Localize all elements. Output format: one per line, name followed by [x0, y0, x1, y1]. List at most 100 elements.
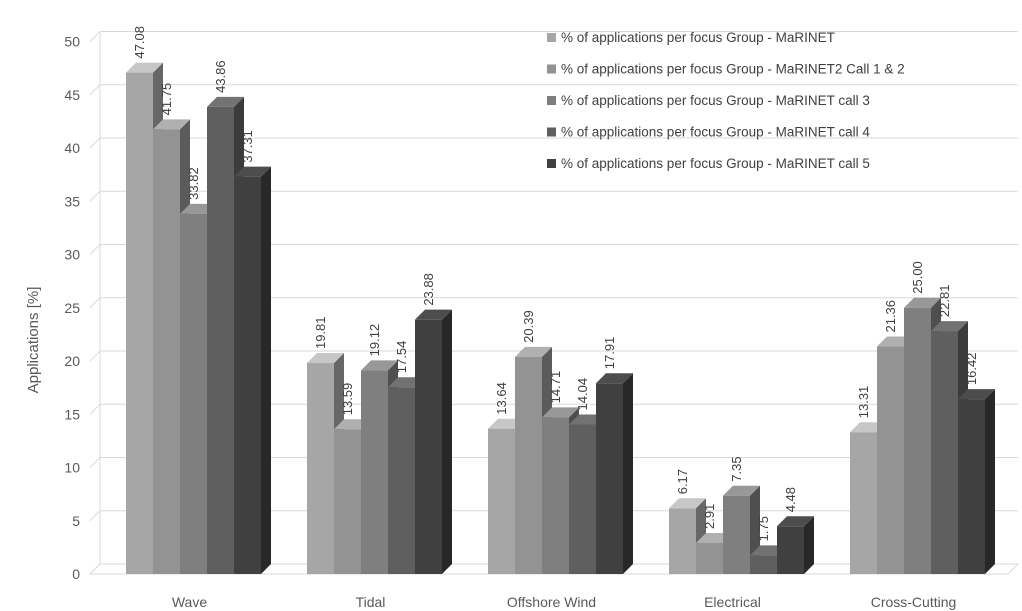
bar-front: [153, 129, 180, 575]
x-category-label: Wave: [172, 594, 207, 610]
legend-item: % of applications per focus Group - MaRI…: [547, 156, 870, 171]
bar-top: [126, 62, 163, 73]
bar-front: [958, 399, 985, 574]
bar-top: [207, 96, 244, 107]
data-label: 1.75: [756, 516, 771, 541]
data-label: 19.81: [313, 316, 328, 349]
gridline-side: [89, 244, 101, 255]
legend-swatch: [547, 159, 556, 168]
bar-front: [415, 319, 442, 574]
bar-front: [488, 428, 515, 574]
data-label: 19.12: [367, 324, 382, 357]
bar-front: [696, 543, 723, 574]
legend-label: % of applications per focus Group - MaRI…: [561, 30, 835, 45]
bar-front: [307, 363, 334, 574]
data-label: 13.59: [340, 383, 355, 416]
data-label: 7.35: [729, 456, 744, 481]
data-label: 13.64: [494, 382, 509, 415]
labels-layer: 47.08 41.75 33.82 43.86 37.31 19.81 13.59 19.12…: [132, 26, 979, 541]
bar-front: [180, 213, 207, 574]
y-tick-label: 50: [64, 34, 80, 50]
data-label: 43.86: [213, 60, 228, 93]
gridline-side: [89, 137, 101, 149]
bar-front: [334, 429, 361, 574]
legend-label: % of applications per focus Group - MaRI…: [561, 125, 870, 140]
legend-swatch: [547, 64, 556, 74]
legend-item: % of applications per focus Group - MaRI…: [547, 62, 905, 77]
data-label: 13.31: [856, 386, 871, 419]
y-tick-label: 25: [64, 300, 80, 316]
bar: [958, 389, 995, 574]
legend-swatch: [547, 96, 556, 105]
bar-top: [415, 309, 452, 320]
bar-front: [850, 432, 877, 574]
gridline-side: [89, 84, 101, 96]
legend-label: % of applications per focus Group - MaRI…: [561, 93, 870, 108]
y-tick-label: 10: [64, 460, 80, 476]
gridline-side: [89, 457, 101, 468]
bar: [307, 353, 344, 574]
legend-item: % of applications per focus Group - MaRI…: [547, 93, 870, 108]
y-tick-label: 40: [64, 140, 80, 156]
y-tick-label: 0: [72, 566, 80, 582]
data-label: 23.88: [421, 273, 436, 306]
bar-top: [596, 373, 633, 384]
bar-top: [931, 321, 968, 332]
bar-front: [361, 370, 388, 574]
data-label: 14.71: [548, 371, 563, 404]
gridline-side: [89, 190, 101, 202]
bar-side: [261, 166, 271, 574]
gridline-side: [89, 403, 101, 415]
bar-front: [388, 387, 415, 574]
bar-top: [958, 389, 995, 400]
x-category-label: Cross-Cutting: [871, 594, 957, 610]
data-label: 25.00: [910, 261, 925, 294]
data-label: 41.75: [159, 83, 174, 116]
bar-side: [804, 516, 814, 574]
bar-top: [153, 119, 190, 130]
legend: % of applications per focus Group - MaRI…: [547, 30, 905, 171]
bar-top: [904, 297, 941, 308]
legend-item: % of applications per focus Group - MaRI…: [547, 125, 870, 140]
bar-front: [234, 176, 261, 574]
data-label: 17.54: [394, 341, 409, 374]
bar: [234, 166, 271, 574]
bar-front: [750, 555, 777, 574]
data-label: 4.48: [783, 487, 798, 512]
bar: [388, 377, 425, 574]
data-label: 6.17: [675, 469, 690, 494]
bars-layer: [126, 62, 995, 575]
legend-item: % of applications per focus Group - MaRI…: [547, 30, 835, 45]
bar-top: [723, 485, 760, 496]
legend-label: % of applications per focus Group - MaRI…: [561, 156, 870, 171]
y-tick-label: 45: [64, 87, 80, 103]
bar-front: [596, 383, 623, 574]
data-label: 37.31: [240, 130, 255, 163]
data-label: 33.82: [186, 167, 201, 200]
gridline-side: [89, 510, 101, 522]
bar: [415, 309, 452, 574]
bar-top: [515, 346, 552, 357]
bar-top: [542, 407, 579, 418]
data-label: 2.91: [702, 504, 717, 529]
gridline-side: [89, 350, 101, 362]
x-category-label: Offshore Wind: [507, 594, 596, 610]
data-label: 47.08: [132, 26, 147, 59]
x-category-label: Tidal: [356, 594, 386, 610]
bar-top: [307, 353, 344, 364]
gridline-side: [89, 297, 101, 309]
x-category-label: Electrical: [704, 594, 761, 610]
bar-front: [126, 72, 153, 575]
bar-front: [777, 526, 804, 574]
data-label: 21.36: [883, 300, 898, 333]
data-label: 20.39: [521, 310, 536, 343]
y-tick-label: 20: [64, 353, 80, 369]
legend-label: % of applications per focus Group - MaRI…: [561, 62, 905, 77]
y-tick-label: 35: [64, 193, 80, 209]
bar-front: [931, 331, 958, 574]
bar-top: [777, 516, 814, 527]
bar-side: [623, 373, 633, 574]
y-tick-label: 30: [64, 247, 80, 263]
